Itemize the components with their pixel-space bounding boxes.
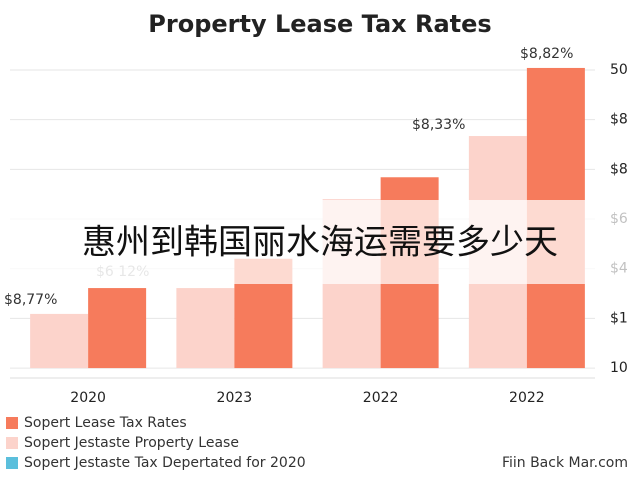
y-tick-label: $8 [610,112,628,128]
x-tick-label: 2020 [70,390,106,406]
y-tick-label: $1 [610,310,628,326]
source: Fiin Back Mar.com [502,455,628,471]
annotation: $8,77% [4,292,57,308]
chart-title: Property Lease Tax Rates [148,10,491,38]
x-tick-label: 2022 [509,390,545,406]
legend-swatch [6,457,18,469]
y-tick-label: 50 [610,62,628,78]
bar [30,313,89,369]
annotation: $8,82% [520,46,573,62]
legend-label: Sopert Lease Tax Rates [24,415,187,431]
legend-swatch [6,437,18,449]
bar [176,288,235,369]
legend-label: Sopert Jestaste Property Lease [24,435,239,451]
overlay-text: 惠州到韩国丽水海运需要多少天 [82,223,558,263]
annotation: $8,33% [412,117,465,133]
y-tick-label: 10 [610,360,628,376]
x-tick-label: 2022 [363,390,399,406]
bar [88,288,147,369]
y-tick-label: $8 [610,161,628,177]
x-tick-label: 2023 [217,390,253,406]
legend-label: Sopert Jestaste Tax Depertated for 2020 [24,455,306,471]
overlay-band [0,200,640,284]
legend-swatch [6,417,18,429]
